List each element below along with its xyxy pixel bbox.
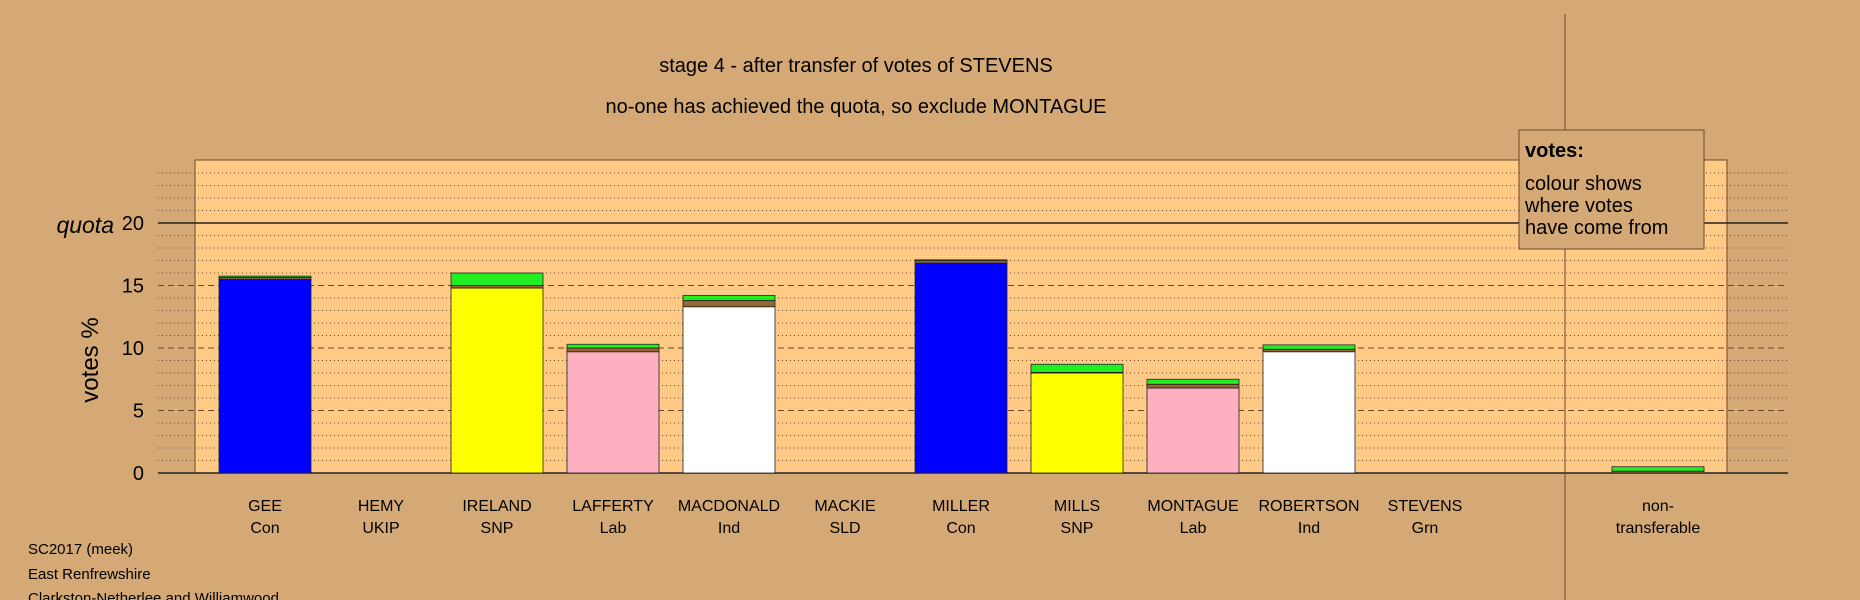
chart-subtitle: no-one has achieved the quota, so exclud… xyxy=(605,96,1106,118)
legend: votes: colour shows where votes have com… xyxy=(1518,129,1705,250)
x-tick-label: LAFFERTY xyxy=(572,498,654,515)
x-tick-party-label: SLD xyxy=(829,520,860,537)
legend-line: where votes xyxy=(1524,195,1633,217)
x-tick-label: MACKIE xyxy=(814,498,875,515)
bar-segment xyxy=(450,272,544,286)
x-tick-label: STEVENS xyxy=(1388,498,1463,515)
bar-stacks xyxy=(218,259,1705,474)
x-tick-label: MONTAGUE xyxy=(1147,498,1238,515)
footer-line: Clarkston-Netherlee and Williamwood xyxy=(28,590,279,600)
chart-title: stage 4 - after transfer of votes of STE… xyxy=(659,55,1053,77)
bar-segment xyxy=(914,259,1008,261)
x-tick-party-label: Ind xyxy=(718,520,740,537)
x-tick-party-label: transferable xyxy=(1616,520,1701,537)
bar-segment xyxy=(566,351,660,474)
x-tick-label: MILLS xyxy=(1054,498,1100,515)
legend-heading: votes: xyxy=(1525,140,1584,162)
y-axis-label: votes % xyxy=(77,317,104,402)
footer-line: East Renfrewshire xyxy=(28,566,151,583)
bar-segment xyxy=(566,343,660,349)
quota-label: quota xyxy=(56,212,114,238)
bar-segment xyxy=(1262,344,1356,350)
legend-box xyxy=(1518,129,1705,250)
bar-segment xyxy=(914,262,1008,474)
bar-segment xyxy=(682,306,776,474)
y-tick-label: 0 xyxy=(133,463,144,485)
bar-segment xyxy=(1146,387,1240,474)
x-tick-label: GEE xyxy=(248,498,282,515)
bar-segment xyxy=(1611,466,1705,472)
x-tick-party-label: Lab xyxy=(600,520,627,537)
x-tick-party-label: SNP xyxy=(481,520,514,537)
bar-segment xyxy=(1146,383,1240,389)
x-tick-party-label: Lab xyxy=(1180,520,1207,537)
x-tick-party-label: Ind xyxy=(1298,520,1320,537)
x-tick-label: MILLER xyxy=(932,498,990,515)
legend-line: have come from xyxy=(1525,217,1668,239)
x-tick-label: MACDONALD xyxy=(678,498,780,515)
x-tick-party-label: SNP xyxy=(1061,520,1094,537)
bar-segment xyxy=(218,275,312,278)
y-tick-label: 5 xyxy=(133,401,144,423)
y-tick-label: 20 xyxy=(122,213,144,235)
x-tick-party-label: Con xyxy=(250,520,279,537)
y-tick-label: 10 xyxy=(122,338,144,360)
x-tick-party-label: UKIP xyxy=(362,520,399,537)
bar-segment xyxy=(682,295,776,301)
bar-segment xyxy=(218,278,312,474)
x-tick-party-label: Grn xyxy=(1412,520,1439,537)
legend-line: colour shows xyxy=(1525,173,1642,195)
y-axis: 0 5 10 15 20 xyxy=(122,213,144,485)
bar-segment xyxy=(450,287,544,474)
x-tick-label: ROBERTSON xyxy=(1258,498,1359,515)
bar-segment xyxy=(1030,363,1124,373)
x-tick-label: non- xyxy=(1642,498,1674,515)
x-tick-label: IRELAND xyxy=(462,498,531,515)
bar-segment xyxy=(1030,372,1124,474)
x-tick-label: HEMY xyxy=(358,498,405,515)
bar-segment xyxy=(1262,351,1356,474)
bar-segment xyxy=(566,347,660,353)
y-tick-label: 15 xyxy=(122,276,144,298)
footer-line: SC2017 (meek) xyxy=(28,541,133,558)
bar-segment xyxy=(1146,378,1240,385)
bar-segment xyxy=(682,300,776,308)
x-tick-party-label: Con xyxy=(946,520,975,537)
x-axis-labels: GEE Con HEMY UKIP IRELAND SNP LAFFERTY Lab MACDO… xyxy=(248,498,1700,537)
